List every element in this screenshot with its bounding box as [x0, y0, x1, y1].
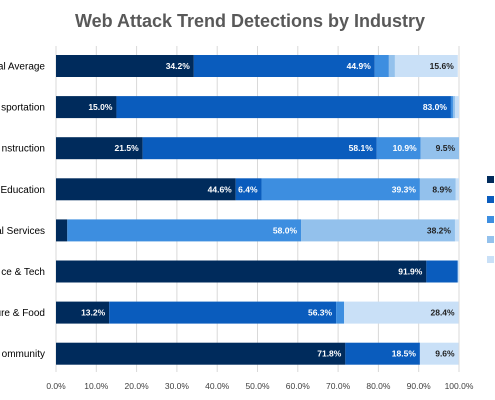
bar-segment	[426, 260, 458, 283]
bar-segment	[56, 219, 68, 242]
x-tick-label: 40.0%	[205, 381, 230, 391]
data-label: 9.6%	[435, 349, 455, 359]
x-tick-label: 20.0%	[125, 381, 150, 391]
x-tick-label: 80.0%	[366, 381, 391, 391]
x-tick-label: 0.0%	[46, 381, 66, 391]
bar-segment	[454, 96, 459, 119]
x-tick-label: 90.0%	[407, 381, 432, 391]
bar-segment	[193, 55, 375, 77]
x-tick-label: 50.0%	[245, 381, 270, 391]
category-label: ure & Food	[0, 308, 45, 319]
bar-segment	[261, 178, 420, 201]
data-label: 13.2%	[81, 308, 106, 318]
bar-segment	[56, 96, 117, 119]
bar-segment	[116, 96, 451, 119]
category-label: Education	[1, 185, 45, 196]
bars	[56, 55, 459, 365]
bar-segment	[450, 96, 453, 119]
bar-segment	[344, 301, 459, 324]
bar-segment	[56, 137, 143, 160]
bar-segment	[56, 260, 427, 283]
bar-segment	[56, 301, 110, 324]
bar-segment	[142, 137, 377, 160]
data-label: 56.3%	[308, 308, 333, 318]
bar-segment	[109, 301, 337, 324]
bar-segment	[56, 55, 194, 77]
legend-swatch	[487, 236, 494, 243]
bar-segment	[56, 342, 346, 365]
data-label: 21.5%	[115, 143, 140, 153]
category-label: al Average	[0, 62, 45, 73]
bar-segment	[235, 178, 262, 201]
data-label: 83.0%	[423, 102, 448, 112]
x-tick-label: 10.0%	[84, 381, 109, 391]
data-label: 15.6%	[430, 61, 455, 71]
data-label: 58.0%	[273, 225, 298, 235]
data-labels: 34.2% 44.9% 15.6% 15.0% 83.0% 21.5% 58.1% 10.9%…	[81, 61, 455, 359]
category-label: nstruction	[2, 144, 45, 155]
category-labels: al Average sportation nstruction Education a…	[0, 62, 45, 361]
bar-segment	[455, 178, 459, 201]
legend-swatch	[487, 256, 494, 263]
bar-segment	[454, 219, 459, 242]
x-tick-label: 30.0%	[165, 381, 190, 391]
bar-segment	[67, 219, 302, 242]
x-axis-ticks: 0.0% 10.0% 20.0% 30.0% 40.0% 50.0% 60.0% 70.0% 8…	[46, 381, 474, 391]
bar-segment	[420, 137, 459, 160]
data-label: 10.9%	[393, 143, 418, 153]
bar-segment	[394, 55, 458, 77]
data-label: 39.3%	[392, 184, 417, 194]
x-tick-label: 70.0%	[326, 381, 351, 391]
bar-segment	[452, 96, 455, 119]
data-label: 8.9%	[432, 184, 452, 194]
data-label: 34.2%	[166, 61, 191, 71]
data-label: 44.9%	[347, 61, 372, 71]
bar-segment	[345, 342, 420, 365]
bar-segment	[301, 219, 455, 242]
data-label: 71.8%	[317, 349, 342, 359]
legend-swatch	[487, 216, 494, 223]
data-label: 58.1%	[349, 143, 374, 153]
legend	[487, 176, 494, 263]
x-tick-label: 100.0%	[445, 381, 474, 391]
bar-segment	[336, 301, 345, 324]
data-label: 38.2%	[427, 225, 452, 235]
bar-segment	[376, 137, 421, 160]
bar-segment	[374, 55, 389, 77]
data-label: 44.6%	[208, 184, 233, 194]
data-label: 9.5%	[436, 143, 456, 153]
category-label: sportation	[1, 103, 45, 114]
x-tick-label: 60.0%	[286, 381, 311, 391]
data-label: 6.4%	[238, 184, 258, 194]
category-label: ce & Tech	[1, 267, 45, 278]
category-label: ommunity	[2, 349, 45, 360]
data-label: 91.9%	[398, 267, 423, 277]
data-label: 18.5%	[392, 349, 417, 359]
legend-swatch	[487, 176, 494, 183]
category-label: al Services	[0, 226, 45, 237]
data-label: 28.4%	[430, 308, 455, 318]
bar-segment	[419, 178, 456, 201]
bar-segment	[56, 178, 236, 201]
bar-segment	[388, 55, 395, 77]
data-label: 15.0%	[88, 102, 113, 112]
legend-swatch	[487, 196, 494, 203]
chart-title: Web Attack Trend Detections by Industry	[75, 11, 425, 31]
bar-segment	[457, 260, 459, 283]
bar-segment	[419, 342, 459, 365]
